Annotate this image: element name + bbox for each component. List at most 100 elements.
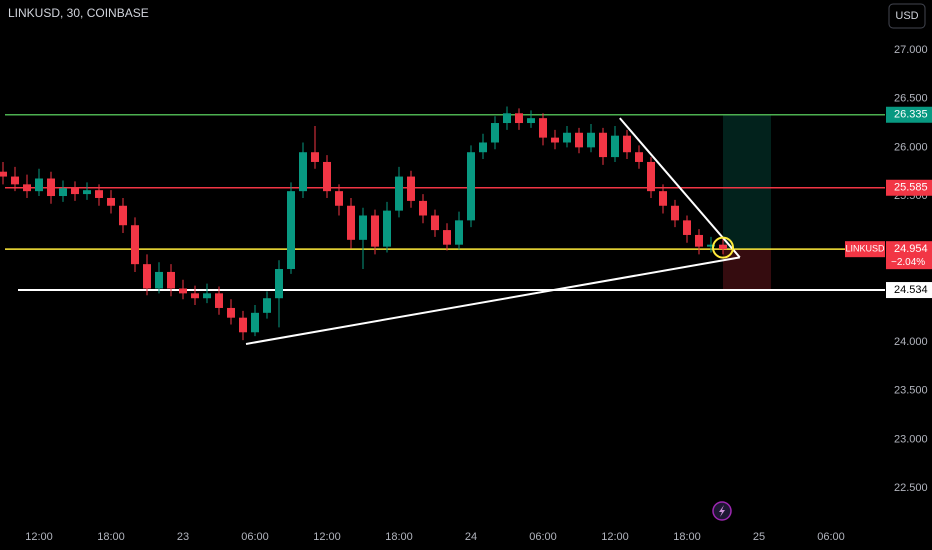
candle-body (119, 205, 127, 226)
candle-body (323, 161, 331, 192)
last-price-label: 24.954 (894, 243, 928, 255)
candle-body (203, 293, 211, 299)
candle-body (707, 244, 715, 247)
trend-line (619, 117, 741, 258)
candle-body (131, 225, 139, 265)
candle-body (623, 135, 631, 153)
candle-body (695, 234, 703, 247)
candle-body (35, 178, 43, 192)
candle-body (23, 184, 31, 192)
candle-body (479, 142, 487, 153)
candle-body (11, 176, 19, 185)
last-price-tag (886, 241, 932, 270)
candle-body (575, 132, 583, 148)
candle-body (215, 293, 223, 308)
position-target (723, 114, 771, 250)
x-tick-label: 18:00 (97, 531, 125, 543)
candle-body (719, 244, 727, 250)
currency-button[interactable] (888, 3, 926, 29)
candle-body (227, 307, 235, 318)
candle-body (359, 215, 367, 240)
x-tick-label: 12:00 (25, 531, 53, 543)
change-label: −2.04% (891, 257, 925, 268)
candle-body (167, 271, 175, 289)
candle-body (263, 298, 271, 313)
x-tick-label: 12:00 (601, 531, 629, 543)
symbol-tag (845, 241, 885, 258)
candle-body (0, 171, 7, 177)
chart-title: LINKUSD, 30, COINBASE (8, 6, 149, 20)
y-tick-label: 27.000 (894, 44, 928, 56)
candle-body (179, 288, 187, 294)
candle-body (107, 197, 115, 206)
y-tick-label: 22.500 (894, 482, 928, 494)
candle-body (599, 132, 607, 158)
x-tick-label: 06:00 (817, 531, 845, 543)
candle-body (299, 152, 307, 192)
candle-body (683, 220, 691, 235)
candle-body (155, 271, 163, 289)
candle-body (371, 215, 379, 247)
price-tag-label: 26.335 (894, 109, 928, 121)
candle-body (407, 176, 415, 201)
price-tag-label: 24.534 (894, 284, 928, 296)
candle-body (503, 113, 511, 124)
candle-body (47, 178, 55, 197)
x-tick-label: 18:00 (673, 531, 701, 543)
trend-line (245, 256, 740, 345)
x-tick-label: 24 (465, 531, 477, 543)
candle-body (647, 161, 655, 192)
candle-body (467, 152, 475, 221)
candle-body (143, 264, 151, 289)
plot (0, 106, 885, 345)
candle-body (431, 215, 439, 231)
x-tick-label: 06:00 (241, 531, 269, 543)
candle-body (287, 191, 295, 270)
x-tick-label: 25 (753, 531, 765, 543)
lightning-icon[interactable] (712, 501, 732, 521)
candle-body (335, 191, 343, 206)
currency-label[interactable]: USD (895, 10, 918, 22)
candle-body (527, 118, 535, 124)
y-tick-label: 23.000 (894, 433, 928, 445)
candle-body (59, 188, 67, 197)
candle-body (239, 317, 247, 333)
candle-body (71, 188, 79, 195)
candle-body (539, 118, 547, 138)
candle-body (551, 137, 559, 143)
candle-body (95, 190, 103, 198)
candle-body (443, 230, 451, 245)
candle-body (347, 205, 355, 240)
candle-body (491, 123, 499, 143)
y-tick-label: 26.000 (894, 141, 928, 153)
highlight-circle (712, 236, 734, 259)
price-tag (886, 106, 932, 123)
candle-body (635, 152, 643, 162)
y-tick-label: 23.500 (894, 385, 928, 397)
x-tick-label: 23 (177, 531, 189, 543)
x-tick-label: 06:00 (529, 531, 557, 543)
candle-body (395, 176, 403, 211)
candle-body (275, 269, 283, 299)
x-tick-label: 18:00 (385, 531, 413, 543)
candle-body (611, 135, 619, 158)
candle-body (83, 190, 91, 195)
price-tag (886, 282, 932, 299)
y-tick-label: 24.000 (894, 336, 928, 348)
candle-body (311, 152, 319, 162)
y-tick-label: 26.500 (894, 93, 928, 105)
price-tag-label: 25.585 (894, 182, 928, 194)
candle-body (419, 200, 427, 216)
candle-body (587, 132, 595, 148)
candle-body (515, 113, 523, 124)
symbol-tag-label: LINKUSD (845, 244, 885, 254)
price-tag (886, 179, 932, 196)
x-tick-label: 12:00 (313, 531, 341, 543)
candle-body (455, 220, 463, 245)
position-stop (723, 249, 771, 291)
candle-body (563, 132, 571, 143)
candle-body (671, 205, 679, 221)
candle-body (251, 312, 259, 333)
candle-body (383, 210, 391, 247)
